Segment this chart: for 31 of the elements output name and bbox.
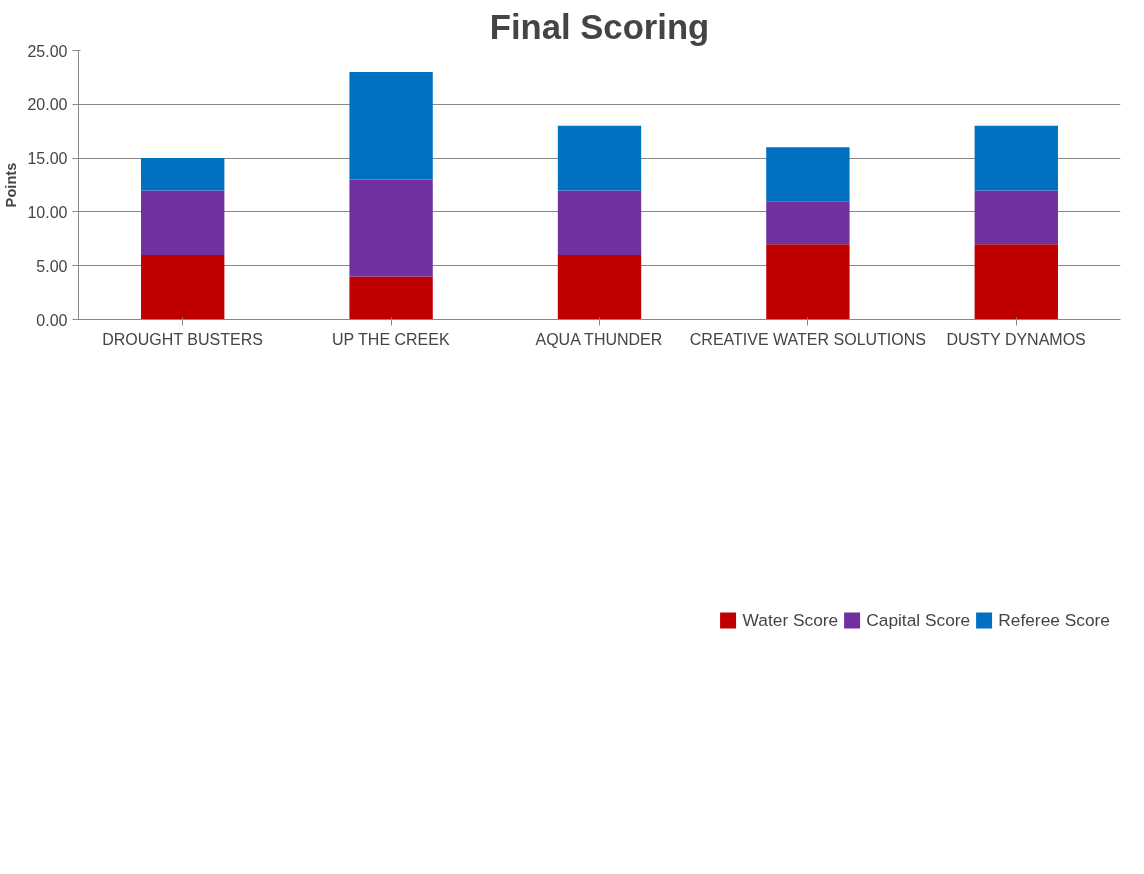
- bar: [141, 254, 225, 320]
- y-tick-label: 0.00: [36, 311, 68, 329]
- bar: [557, 254, 642, 320]
- bar: [766, 147, 850, 202]
- y-tick-label: 10.00: [27, 203, 68, 221]
- legend-label: Referee Score: [998, 609, 1110, 631]
- bar: [557, 190, 642, 255]
- bar: [766, 244, 850, 320]
- y-tick-label: 25.00: [27, 42, 68, 60]
- bar: [974, 244, 1058, 320]
- legend-label: Water Score: [742, 609, 839, 631]
- x-tick-label: AQUA THUNDER: [535, 330, 663, 348]
- y-tick-label: 15.00: [27, 150, 68, 168]
- y-tick-label: 20.00: [27, 96, 68, 114]
- y-axis-title: Points: [3, 162, 20, 208]
- bar: [349, 72, 433, 180]
- bar: [766, 201, 850, 245]
- bar: [557, 125, 642, 191]
- y-tick-label: 5.00: [36, 257, 68, 275]
- bar: [141, 190, 225, 255]
- x-tick-label: DUSTY DYNAMOS: [946, 330, 1086, 348]
- chart-title: Final Scoring: [489, 7, 710, 46]
- x-tick-label: DROUGHT BUSTERS: [102, 330, 263, 348]
- x-tick-label: UP THE CREEK: [331, 330, 450, 348]
- bar: [349, 276, 433, 320]
- x-tick-label: CREATIVE WATER SOLUTIONS: [689, 330, 926, 348]
- bar: [141, 158, 225, 191]
- bar: [974, 125, 1058, 191]
- bar: [974, 190, 1058, 245]
- bar: [349, 179, 433, 277]
- legend-label: Capital Score: [866, 609, 971, 631]
